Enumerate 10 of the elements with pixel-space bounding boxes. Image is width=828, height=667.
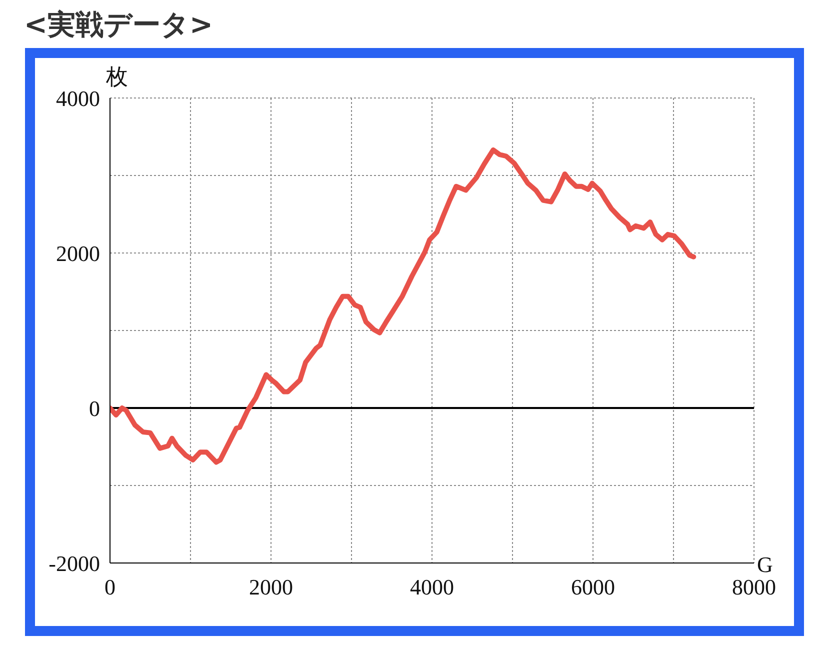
y-axis-title: 枚 <box>106 63 128 91</box>
y-tick-label: -2000 <box>48 550 100 576</box>
y-tick-label: 2000 <box>56 240 100 266</box>
y-tick-label: 4000 <box>56 86 100 111</box>
x-tick-label: 0 <box>104 574 116 600</box>
x-tick-label: 2000 <box>249 574 293 600</box>
chart-title: <実戦データ> <box>24 7 213 43</box>
y-tick-label: 0 <box>89 396 100 421</box>
x-tick-label: 6000 <box>571 574 615 600</box>
x-tick-label: 4000 <box>410 574 454 600</box>
